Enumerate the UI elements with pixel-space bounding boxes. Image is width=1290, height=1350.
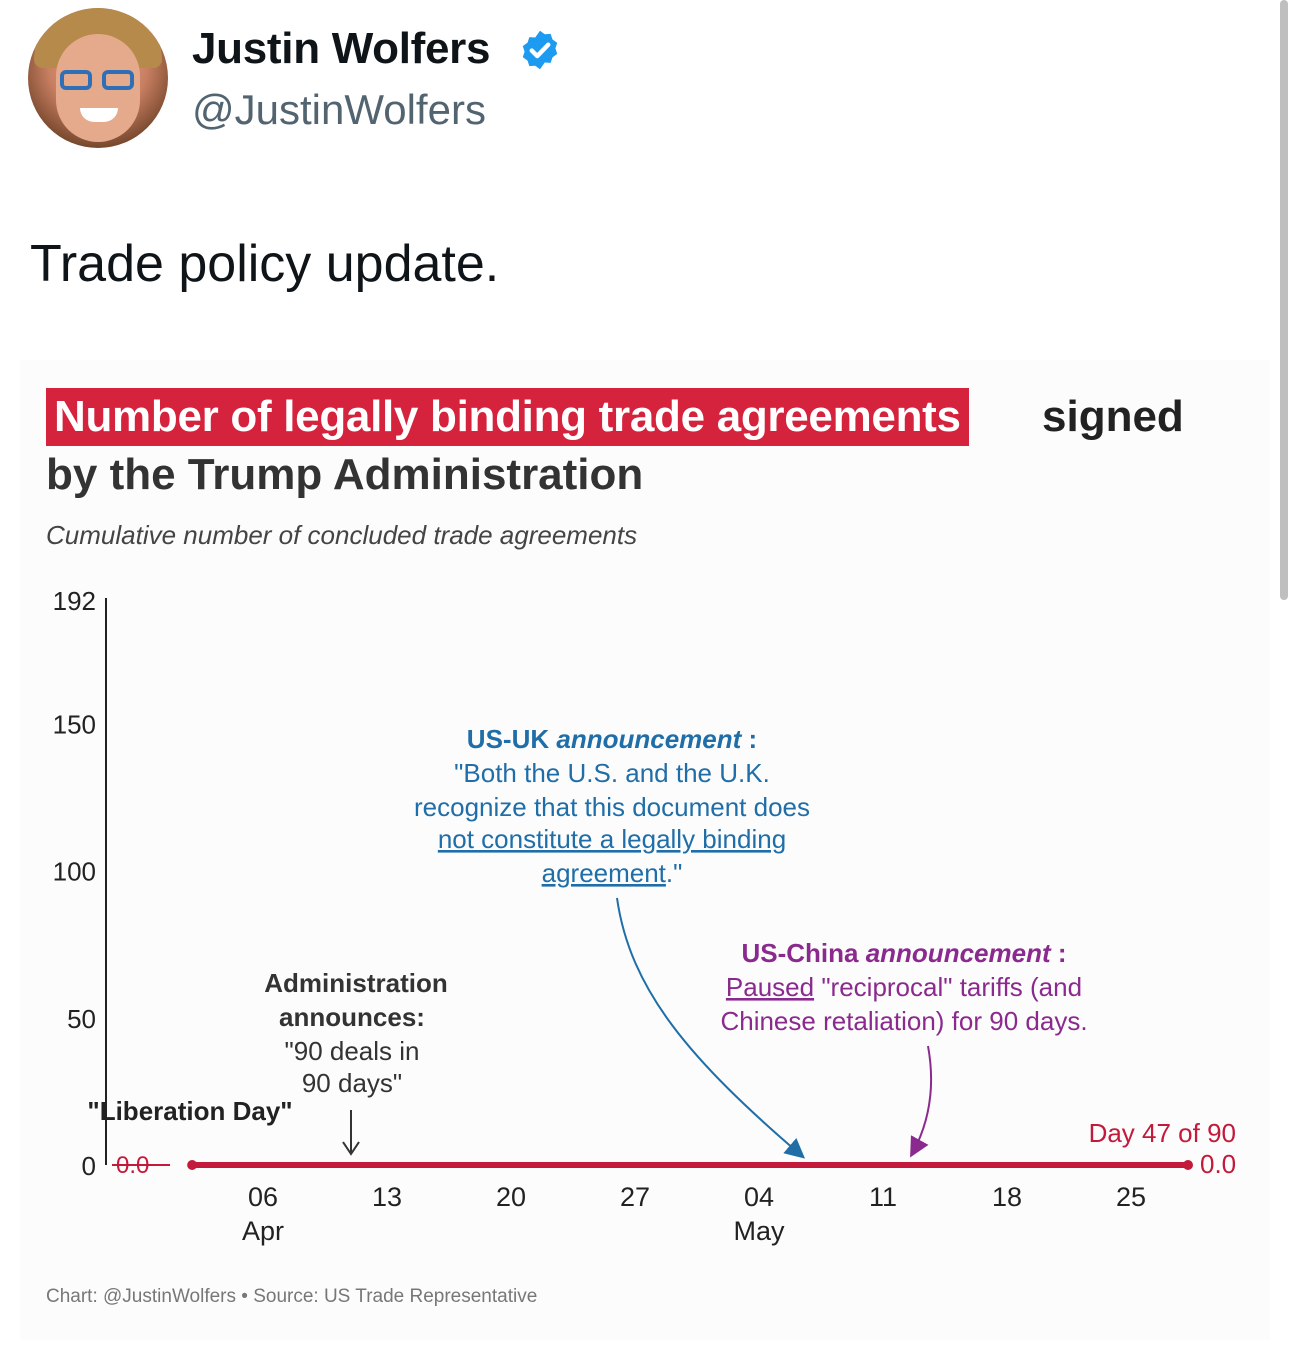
annotation-uk-head: US-UK announcement : <box>467 724 757 754</box>
avatar-smile <box>80 108 118 122</box>
annotation-uk-line4a: agreement <box>542 858 667 888</box>
x-tick-label: 25 <box>1116 1182 1146 1212</box>
y-tick-label: 0 <box>82 1151 96 1181</box>
y-tick-label: 192 <box>53 586 96 616</box>
x-tick-label: 27 <box>620 1182 650 1212</box>
annotation-admin-head2: announces: <box>279 1002 425 1032</box>
annotation-china-arrow <box>910 1045 933 1158</box>
chart-subtitle: Cumulative number of concluded trade agr… <box>46 520 638 550</box>
chart-title-line2: by the Trump Administration <box>46 450 644 499</box>
chart-image[interactable] <box>20 360 1270 1340</box>
x-tick-label: 04 <box>744 1182 774 1212</box>
annotation-china-head: US-China announcement : <box>741 938 1066 968</box>
tweet-text: Trade policy update. <box>30 235 500 293</box>
start-value-label: 0.0 <box>116 1152 149 1179</box>
avatar[interactable] <box>28 8 168 148</box>
annotation-uk-arrow <box>616 897 806 1159</box>
annotation-china-head-ital: announcement <box>866 938 1052 968</box>
chart-title-rest: signed <box>1042 392 1184 441</box>
annotation-uk-line1: "Both the U.S. and the U.K. <box>454 758 770 788</box>
verified-badge-icon <box>522 30 558 70</box>
x-tick-sublabel: Apr <box>242 1216 284 1246</box>
annotation-china-line1b: "reciprocal" tariffs (and <box>814 972 1082 1002</box>
annotation-uk-line4: agreement." <box>542 858 683 888</box>
annotation-liberation: "Liberation Day" <box>87 1096 292 1126</box>
annotation-china-line1a: Paused <box>726 972 814 1002</box>
y-tick-label: 150 <box>53 710 96 740</box>
display-name[interactable]: Justin Wolfers <box>192 24 491 73</box>
annotation-uk-line4b: ." <box>666 858 682 888</box>
x-tick-label: 13 <box>372 1182 402 1212</box>
annotation-day-label: Day 47 of 90 <box>1089 1118 1236 1148</box>
annotation-uk-line3: not constitute a legally binding <box>438 824 786 854</box>
series-start-point <box>187 1160 198 1170</box>
annotation-admin-head1: Administration <box>264 968 447 998</box>
x-tick-label: 11 <box>869 1182 897 1212</box>
annotation-uk-head-bold: US-UK <box>467 724 550 754</box>
y-tick-label: 100 <box>53 857 96 887</box>
x-tick-label: 20 <box>496 1182 526 1212</box>
annotation-china-head-bold: US-China <box>741 938 859 968</box>
y-tick-label: 50 <box>67 1004 96 1034</box>
end-value-label: 0.0 <box>1200 1149 1236 1179</box>
x-tick-label: 06 <box>248 1182 278 1212</box>
annotation-admin-body2: 90 days" <box>302 1068 402 1098</box>
annotation-liberation-line1: "Liberation Day" <box>87 1096 292 1126</box>
x-tick-sublabel: May <box>733 1216 785 1246</box>
annotation-china-line2: Chinese retaliation) for 90 days. <box>720 1006 1087 1036</box>
x-tick-label: 18 <box>992 1182 1022 1212</box>
annotation-admin-body1: "90 deals in <box>285 1036 420 1066</box>
chart-footer: Chart: @JustinWolfers • Source: US Trade… <box>46 1286 538 1307</box>
annotation-admin-arrow <box>342 1110 360 1156</box>
chart-title-highlight: Number of legally binding trade agreemen… <box>46 388 969 446</box>
annotation-uk-line2: recognize that this document does <box>414 792 810 822</box>
series-end-point <box>1183 1160 1193 1170</box>
user-handle[interactable]: @JustinWolfers <box>192 86 486 133</box>
scrollbar[interactable] <box>1280 0 1288 600</box>
avatar-glasses <box>60 70 140 90</box>
annotation-uk-head-ital: announcement <box>556 724 742 754</box>
annotation-china-line1: Paused "reciprocal" tariffs (and <box>726 972 1082 1002</box>
